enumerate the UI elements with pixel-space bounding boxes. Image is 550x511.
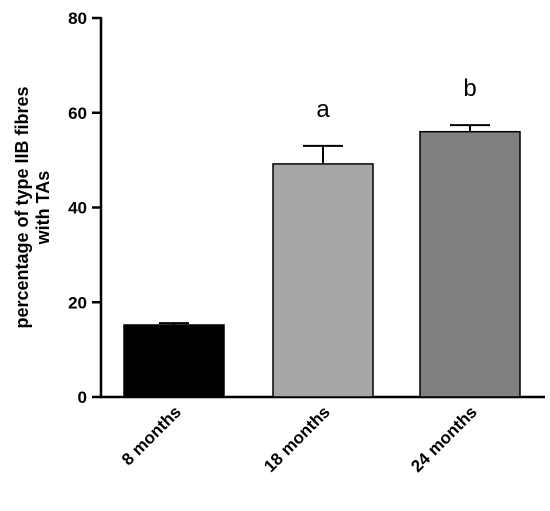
x-tick-labels: 8 months 18 months 24 months [118,402,481,476]
y-tick-label: 80 [68,9,87,28]
y-tick-label: 20 [68,293,87,312]
y-axis: 0 20 40 60 80 [68,9,103,407]
x-tick-label: 18 months [260,402,334,476]
y-axis-title: percentage of type IIB fibres with TAs [12,86,53,328]
x-tick-label: 8 months [118,402,185,469]
y-tick-label: 0 [78,388,87,407]
y-axis-title-line: with TAs [33,171,53,246]
significance-labels: ab [316,75,476,123]
error-bars [159,124,490,325]
x-tick-label: 24 months [407,402,481,476]
y-tick-label: 60 [68,104,87,123]
bars [123,130,521,398]
bar-8-months [123,324,225,398]
y-axis-title-line: percentage of type IIB fibres [12,86,32,328]
bar-24-months [419,130,521,398]
y-tick-label: 40 [68,199,87,218]
bar-18-months [272,163,374,398]
significance-label: b [463,75,476,102]
significance-label: a [316,96,330,123]
